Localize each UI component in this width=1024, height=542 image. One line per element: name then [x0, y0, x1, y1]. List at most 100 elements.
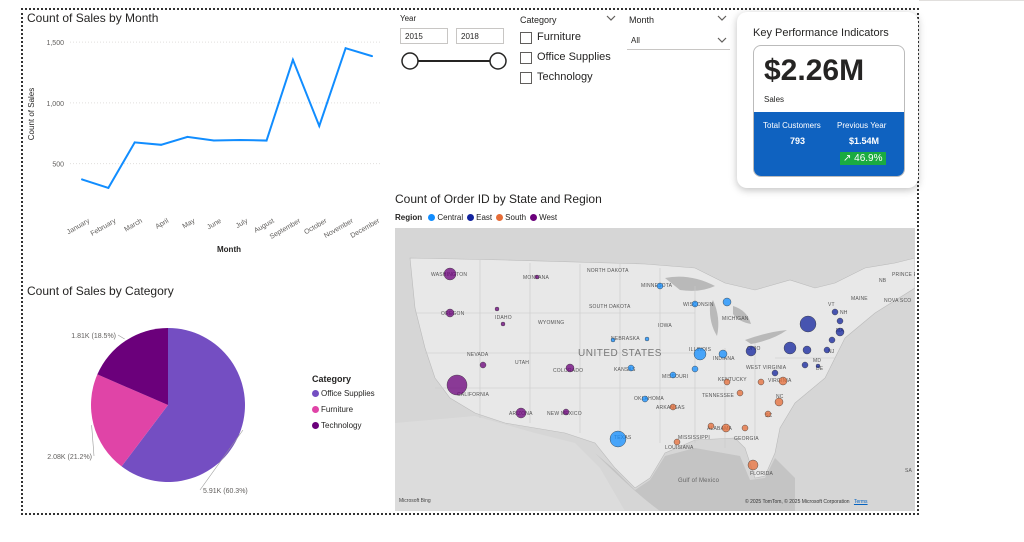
map-bubble[interactable] [500, 321, 506, 327]
map-title: Count of Order ID by State and Region [395, 192, 602, 206]
map-bubble[interactable] [721, 423, 731, 433]
kpi-title: Key Performance Indicators [753, 27, 889, 39]
terms-link[interactable]: Terms [853, 499, 868, 505]
map-bubble[interactable] [693, 347, 707, 361]
line-point[interactable] [186, 135, 189, 138]
map-bubble[interactable] [828, 336, 836, 344]
line-point[interactable] [133, 141, 136, 144]
checkbox-office-supplies[interactable] [520, 52, 532, 64]
line-point[interactable] [81, 178, 83, 181]
line-point[interactable] [239, 138, 242, 141]
map-bubble[interactable] [764, 410, 772, 418]
pie-legend-item[interactable]: Furniture [312, 405, 375, 414]
map-bubble[interactable] [515, 407, 527, 419]
map-bubble[interactable] [609, 430, 627, 448]
map-bubble[interactable] [669, 371, 677, 379]
map-visual[interactable]: WASHINGTONMONTANANORTH DAKOTAMINNESOTAOR… [395, 228, 915, 511]
map-bubble[interactable] [745, 345, 757, 357]
line-point[interactable] [212, 139, 215, 142]
pie-legend-item[interactable]: Technology [312, 421, 375, 430]
legend-color-icon [312, 390, 319, 398]
map-bubble[interactable] [722, 297, 732, 307]
pie-chart[interactable]: 5.91K (60.3%) 2.08K (21.2%) 1.81K (18.5%) [22, 300, 392, 510]
map-bubble[interactable] [815, 363, 821, 369]
x-tick-label: February [90, 217, 118, 237]
map-bubble[interactable] [673, 438, 681, 446]
chevron-down-icon[interactable] [716, 13, 728, 23]
region-legend-item[interactable]: South [496, 213, 526, 222]
line-point[interactable] [291, 58, 294, 61]
pie-leader-line [117, 334, 125, 340]
map-bubble[interactable] [823, 346, 831, 354]
year-end-input[interactable]: 2018 [456, 28, 504, 44]
map-bubble[interactable] [801, 361, 809, 369]
map-bubble[interactable] [641, 395, 649, 403]
map-bubble[interactable] [479, 361, 487, 369]
map-bubble[interactable] [799, 315, 817, 333]
pie-slice[interactable] [97, 328, 168, 405]
map-bubble[interactable] [656, 282, 664, 290]
map-bubble[interactable] [534, 274, 540, 280]
map-bubble[interactable] [443, 267, 457, 281]
map-bubble[interactable] [778, 376, 788, 386]
map-bubble[interactable] [669, 403, 677, 411]
pie-legend-item[interactable]: Office Supplies [312, 389, 375, 398]
map-bubble[interactable] [494, 306, 500, 312]
checkbox-furniture[interactable] [520, 32, 532, 44]
region-color-icon [467, 214, 475, 222]
line-point[interactable] [344, 47, 347, 50]
map-bubble[interactable] [771, 369, 779, 377]
map-state-label: NH [840, 310, 848, 316]
bing-logo: Microsoft Bing [399, 498, 431, 504]
legend-label: Technology [321, 421, 362, 430]
map-bubble[interactable] [741, 424, 749, 432]
map-bubble[interactable] [627, 364, 635, 372]
checkbox-technology[interactable] [520, 72, 532, 84]
map-bubble[interactable] [774, 397, 784, 407]
pie-slice[interactable] [121, 328, 245, 482]
year-range-slider[interactable] [400, 50, 510, 72]
chevron-down-icon[interactable] [605, 13, 617, 23]
map-bubble[interactable] [565, 363, 575, 373]
month-dropdown[interactable]: All [627, 31, 730, 50]
map-bubble[interactable] [691, 365, 699, 373]
map-state-label: SA [905, 468, 913, 474]
region-legend-item[interactable]: Central [428, 213, 463, 222]
map-bubble[interactable] [691, 300, 699, 308]
line-point[interactable] [265, 139, 268, 142]
map-state-label: IDAHO [495, 315, 512, 321]
map-bubble[interactable] [446, 374, 468, 396]
map-bubbles [443, 267, 845, 471]
region-color-icon [496, 214, 504, 222]
line-point[interactable] [107, 186, 110, 189]
lake-huron [733, 306, 751, 324]
map-bubble[interactable] [736, 389, 744, 397]
map-bubble[interactable] [747, 459, 759, 471]
map-bubble[interactable] [610, 337, 616, 343]
slider-start-handle [401, 52, 419, 70]
pie-slice[interactable] [90, 374, 168, 467]
map-state-label: WEST VIRGINIA [746, 365, 787, 371]
checkbox-label-office-supplies: Office Supplies [537, 51, 611, 63]
map-bubble[interactable] [836, 317, 844, 325]
map-bubble[interactable] [783, 341, 797, 355]
map-bubble[interactable] [707, 422, 715, 430]
region-legend-item[interactable]: West [530, 213, 557, 222]
line-point[interactable] [160, 143, 163, 146]
map-bubble[interactable] [562, 408, 570, 416]
region-legend-item[interactable]: East [467, 213, 492, 222]
map-bubble[interactable] [802, 345, 812, 355]
map-bubble[interactable] [723, 378, 731, 386]
line-point[interactable] [318, 124, 321, 127]
year-start-input[interactable]: 2015 [400, 28, 448, 44]
line-point[interactable] [371, 55, 373, 58]
map-bubble[interactable] [718, 349, 728, 359]
map-bubble[interactable] [835, 327, 845, 337]
x-tick-label: June [206, 218, 223, 232]
map-bubble[interactable] [831, 308, 839, 316]
map-bubble[interactable] [644, 336, 650, 342]
map-bubble[interactable] [757, 378, 765, 386]
map-bubble[interactable] [445, 308, 455, 318]
state-borders [415, 260, 835, 448]
